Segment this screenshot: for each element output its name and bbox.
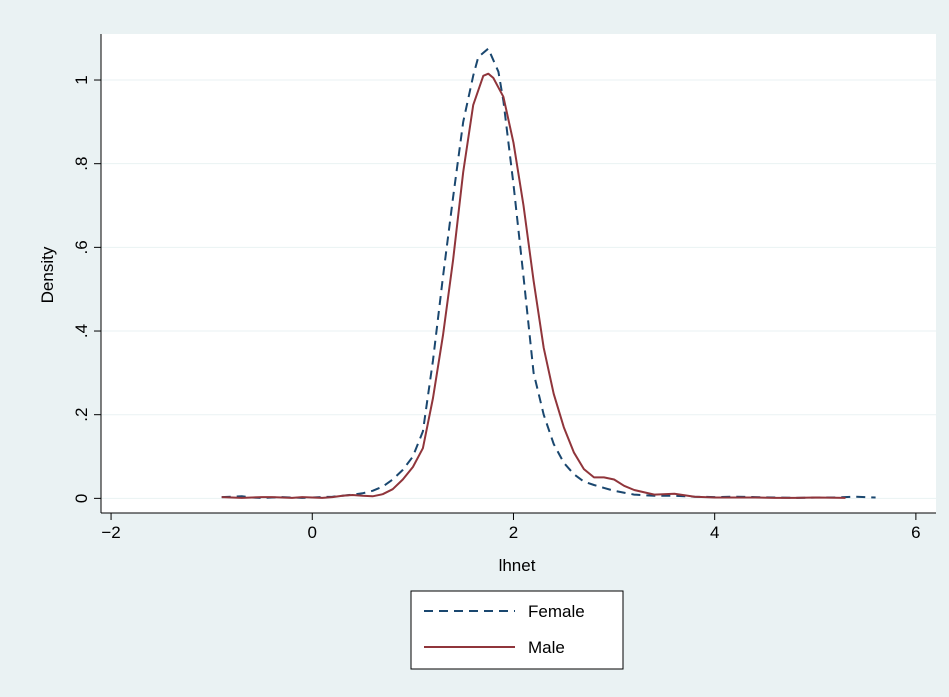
y-tick-label: .2 <box>72 408 91 422</box>
x-tick-label: 6 <box>911 523 920 542</box>
x-ticks: −2 0 2 4 6 <box>101 513 921 542</box>
series-lines <box>221 47 876 499</box>
x-tick-label: 2 <box>509 523 518 542</box>
x-tick-label: 0 <box>308 523 317 542</box>
legend-male-label: Male <box>528 638 565 657</box>
legend-box <box>410 590 624 670</box>
y-ticks: 0 .2 .4 .6 .8 1 <box>72 75 101 503</box>
y-tick-label: .6 <box>72 240 91 254</box>
y-tick-label: .8 <box>72 157 91 171</box>
y-tick-label: 1 <box>72 75 91 84</box>
y-tick-label: .4 <box>72 324 91 338</box>
x-tick-label: 4 <box>710 523 719 542</box>
series-line-male <box>221 72 846 499</box>
plot-area <box>101 34 936 513</box>
y-axis-label: Density <box>38 246 57 303</box>
x-axis-label: lhnet <box>499 556 536 575</box>
legend: Female Male <box>410 590 624 670</box>
y-tick-label: 0 <box>72 494 91 503</box>
x-tick-label: −2 <box>101 523 120 542</box>
legend-female-label: Female <box>528 602 585 621</box>
